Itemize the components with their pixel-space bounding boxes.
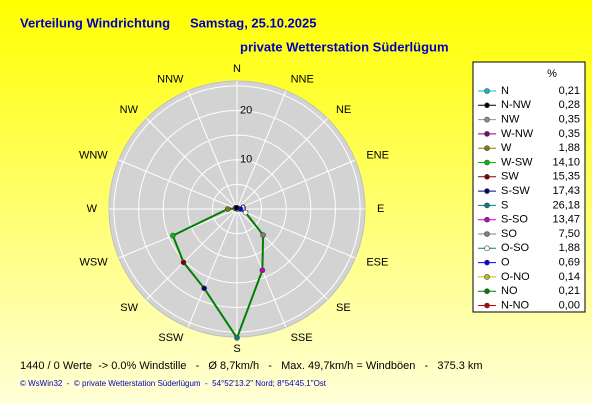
legend-name: NW — [501, 114, 520, 126]
chart-date: Samstag, 25.10.2025 — [190, 15, 316, 30]
direction-label: W — [87, 203, 98, 215]
direction-label: SE — [336, 302, 351, 314]
legend-name: O-NO — [501, 271, 530, 283]
data-point — [180, 259, 187, 266]
legend-marker — [484, 259, 490, 266]
direction-label: SW — [120, 302, 138, 314]
legend-value: 17,43 — [552, 185, 580, 197]
legend-value: 26,18 — [552, 199, 580, 211]
data-point — [201, 285, 207, 292]
data-point — [259, 267, 266, 274]
spoke — [236, 118, 328, 210]
legend-value: 14,10 — [552, 156, 580, 168]
legend-name: S — [501, 199, 508, 211]
legend-marker — [484, 131, 490, 137]
legend-value: 1,88 — [559, 142, 580, 154]
legend-value: 13,47 — [552, 214, 580, 226]
legend-header: % — [547, 68, 557, 80]
direction-label: ESE — [366, 256, 388, 268]
legend-marker — [484, 288, 490, 295]
legend-value: 0,00 — [559, 299, 580, 311]
legend-name: N — [501, 85, 509, 97]
r-tick-label: 20 — [240, 104, 252, 116]
legend-value: 0,69 — [559, 257, 580, 269]
legend-name: S-SW — [501, 185, 530, 197]
data-point — [260, 232, 266, 238]
legend-marker — [484, 231, 490, 237]
direction-label: E — [377, 203, 384, 215]
legend-name: SW — [501, 171, 519, 183]
data-point — [170, 232, 176, 239]
spoke — [236, 208, 356, 259]
spoke — [187, 90, 238, 210]
direction-label: N — [233, 63, 241, 75]
legend-value: 0,14 — [559, 271, 580, 283]
direction-label: NNE — [291, 74, 314, 86]
legend-value: 15,35 — [552, 171, 580, 183]
spoke — [236, 90, 287, 210]
spoke — [236, 208, 328, 300]
legend-marker — [484, 274, 490, 280]
legend-marker — [484, 188, 490, 194]
chart-subtitle: private Wetterstation Süderlügum — [240, 39, 449, 54]
legend-box — [472, 61, 586, 313]
legend-value: 1,88 — [559, 242, 580, 254]
legend-name: NO — [501, 285, 518, 297]
legend-name: SO — [501, 228, 517, 240]
direction-label: NW — [120, 104, 139, 116]
legend-marker — [484, 202, 490, 209]
legend-name: O-SO — [501, 242, 530, 254]
legend-marker — [484, 159, 490, 166]
direction-label: NE — [336, 104, 351, 116]
legend-marker — [484, 116, 490, 123]
legend-marker — [484, 216, 490, 223]
legend-marker — [484, 302, 490, 309]
legend-name: N-NO — [501, 299, 530, 311]
data-point — [224, 206, 231, 212]
legend-name: W — [501, 142, 512, 154]
legend-name: N-NW — [501, 99, 532, 111]
direction-label: ENE — [366, 149, 389, 161]
chart-title: Verteilung Windrichtung — [20, 15, 170, 30]
legend-name: S-SO — [501, 214, 528, 226]
legend-value: 0,35 — [559, 128, 580, 140]
legend-name: W-NW — [501, 128, 534, 140]
spoke — [118, 159, 238, 210]
legend-value: 0,28 — [559, 99, 580, 111]
legend-value: 0,35 — [559, 114, 580, 126]
legend-value: 7,50 — [559, 228, 580, 240]
legend-value: 0,21 — [559, 285, 580, 297]
legend-marker — [484, 174, 490, 180]
direction-label: NNW — [157, 74, 184, 86]
direction-label: WNW — [79, 149, 108, 161]
legend-marker — [484, 245, 490, 252]
data-point — [234, 335, 240, 341]
legend-marker — [484, 88, 490, 94]
credit: © WsWin32 - © private Wetterstation Süde… — [20, 379, 327, 388]
r-tick-label: 10 — [240, 154, 252, 166]
legend-marker — [484, 102, 490, 109]
footer: 1440 / 0 Werte -> 0.0% Windstille - Ø 8,… — [20, 360, 483, 372]
legend-marker — [484, 145, 490, 151]
spoke — [146, 118, 238, 210]
direction-label: SSW — [158, 332, 184, 344]
data-point — [233, 204, 240, 211]
legend-name: O — [501, 257, 510, 269]
legend-value: 0,21 — [559, 85, 580, 97]
data-point — [242, 209, 249, 216]
spoke — [187, 208, 238, 328]
spoke — [236, 159, 356, 210]
legend-name: W-SW — [501, 156, 533, 168]
spoke — [146, 208, 238, 300]
direction-label: SSE — [291, 332, 313, 344]
direction-label: S — [233, 343, 240, 355]
direction-label: WSW — [80, 256, 109, 268]
